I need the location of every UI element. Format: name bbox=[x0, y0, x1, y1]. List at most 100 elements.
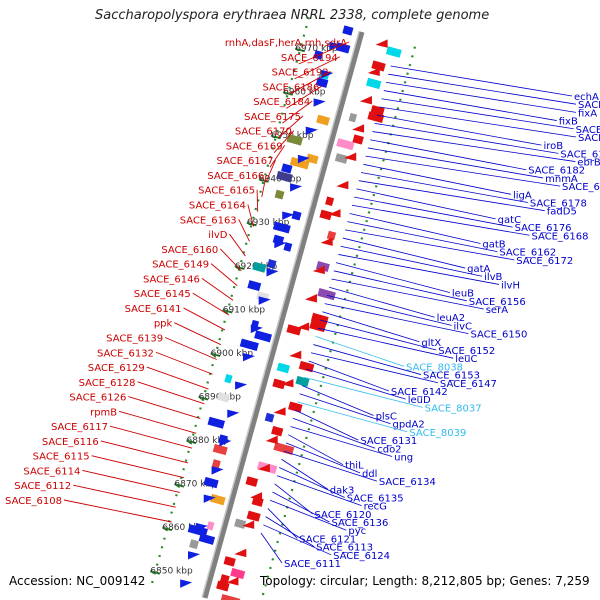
right-gene-label: ilvC bbox=[454, 321, 472, 332]
left-leader-line bbox=[273, 130, 295, 153]
gene-feature bbox=[247, 280, 262, 292]
gene-feature bbox=[291, 210, 302, 221]
gene-feature bbox=[206, 521, 215, 531]
right-leader-line bbox=[388, 73, 577, 105]
right-gene-label: SACE_8037 bbox=[425, 403, 482, 414]
right-leader-line bbox=[263, 524, 332, 556]
right-leader-line bbox=[260, 532, 283, 564]
left-leader-line bbox=[238, 219, 250, 242]
kbp-tick-mark bbox=[246, 221, 257, 227]
left-gene-label: SACE_6192 bbox=[272, 68, 329, 79]
left-leader-line bbox=[183, 307, 226, 331]
left-gene-label: SACE_6141 bbox=[125, 304, 182, 315]
right-gene-label: dak3 bbox=[330, 485, 355, 496]
gene-arrow bbox=[234, 548, 247, 558]
right-leader-line bbox=[279, 467, 345, 498]
right-gene-label: SACE_6131 bbox=[360, 436, 417, 447]
right-leader-line bbox=[304, 376, 423, 408]
left-leader-line bbox=[109, 425, 193, 449]
left-leader-line bbox=[298, 41, 350, 65]
right-gene-label: SACE_6182 bbox=[528, 166, 585, 177]
gene-arrow bbox=[242, 353, 255, 362]
left-leader-line bbox=[192, 292, 230, 316]
right-leader-line bbox=[385, 81, 577, 113]
right-gene-label: leuD bbox=[408, 395, 431, 406]
left-leader-line bbox=[73, 484, 176, 508]
gene-feature bbox=[234, 518, 247, 529]
right-leader-line bbox=[365, 155, 561, 187]
kbp-tick-mark bbox=[270, 134, 281, 140]
right-gene-label: SACE_6168 bbox=[532, 231, 589, 242]
right-leader-line bbox=[360, 172, 528, 203]
kbp-tick-label: 6940 kbp bbox=[259, 175, 302, 185]
right-leader-line bbox=[340, 245, 483, 277]
right-leader-line bbox=[354, 196, 513, 228]
gene-feature bbox=[224, 374, 233, 384]
right-gene-label: fixA bbox=[578, 108, 597, 119]
gene-arrow bbox=[328, 209, 341, 218]
right-gene-label: mnmA bbox=[545, 174, 578, 185]
right-gene-label: SACE_6152 bbox=[438, 346, 495, 357]
left-gene-label: SACE_6139 bbox=[106, 333, 163, 344]
right-leader-line bbox=[381, 98, 574, 130]
gene-arrow bbox=[257, 463, 270, 473]
gene-feature bbox=[317, 288, 336, 301]
gene-feature bbox=[245, 476, 259, 487]
right-leader-line bbox=[290, 426, 393, 457]
kbp-tick-label: 6960 kbp bbox=[283, 88, 326, 98]
gene-arrow bbox=[304, 294, 317, 303]
left-gene-label: SACE_6114 bbox=[23, 466, 80, 477]
right-leader-line bbox=[313, 344, 422, 375]
right-gene-label: SACE_6176 bbox=[515, 223, 572, 234]
right-gene-label: SACE_6191 bbox=[576, 125, 600, 136]
gene-feature bbox=[246, 510, 261, 522]
gene-feature bbox=[286, 133, 304, 146]
gene-arrow bbox=[274, 239, 287, 249]
right-leader-line bbox=[310, 352, 439, 384]
gene-arrow bbox=[266, 268, 279, 277]
gene-feature bbox=[325, 196, 335, 207]
kbp-tick-label: 6850 kbp bbox=[150, 567, 193, 577]
gene-feature bbox=[298, 360, 315, 373]
kbp-tick-mark bbox=[294, 47, 306, 53]
right-gene-label: cdo2 bbox=[377, 444, 401, 455]
left-leader-line bbox=[277, 115, 304, 139]
gene-feature bbox=[212, 443, 228, 456]
gene-feature bbox=[187, 524, 208, 537]
kbp-tick-label: 6870 kbp bbox=[174, 479, 217, 489]
left-gene-label: ppk bbox=[154, 319, 173, 330]
right-leader-line bbox=[276, 475, 362, 507]
left-leader-line bbox=[269, 145, 286, 168]
right-leader-line bbox=[329, 286, 435, 318]
right-gene-label: gatC bbox=[498, 215, 521, 226]
gene-feature bbox=[367, 111, 385, 124]
gene-arrow bbox=[273, 407, 286, 416]
gene-feature bbox=[239, 338, 259, 351]
kbp-tick-mark bbox=[149, 570, 161, 575]
right-gene-label: SACE_6201 bbox=[578, 100, 600, 111]
right-leader-line bbox=[297, 401, 408, 433]
left-gene-label: SACE_6129 bbox=[88, 363, 145, 374]
left-leader-line bbox=[290, 71, 331, 94]
kbp-tick-label: 6930 kbp bbox=[247, 218, 290, 228]
left-gene-label: SACE_6170 bbox=[235, 127, 292, 138]
gene-feature bbox=[276, 362, 291, 374]
gene-arrow bbox=[297, 154, 310, 164]
gene-arrow bbox=[258, 296, 271, 305]
left-leader-line bbox=[174, 322, 222, 346]
gene-arrow bbox=[297, 322, 310, 331]
right-leader-line bbox=[383, 90, 557, 121]
kbp-tick-mark bbox=[162, 526, 173, 532]
gene-feature bbox=[385, 46, 402, 58]
left-leader-line bbox=[282, 100, 313, 124]
gene-feature bbox=[211, 459, 221, 469]
kbp-tick-mark bbox=[222, 308, 233, 314]
gene-arrow bbox=[250, 492, 263, 501]
gene-feature bbox=[305, 153, 319, 165]
kbp-tick-mark bbox=[198, 395, 209, 401]
kbp-tick-mark bbox=[258, 178, 269, 183]
gene-arrow bbox=[282, 211, 295, 220]
left-gene-label: SACE_6112 bbox=[14, 481, 71, 492]
right-leader-line bbox=[269, 499, 347, 531]
